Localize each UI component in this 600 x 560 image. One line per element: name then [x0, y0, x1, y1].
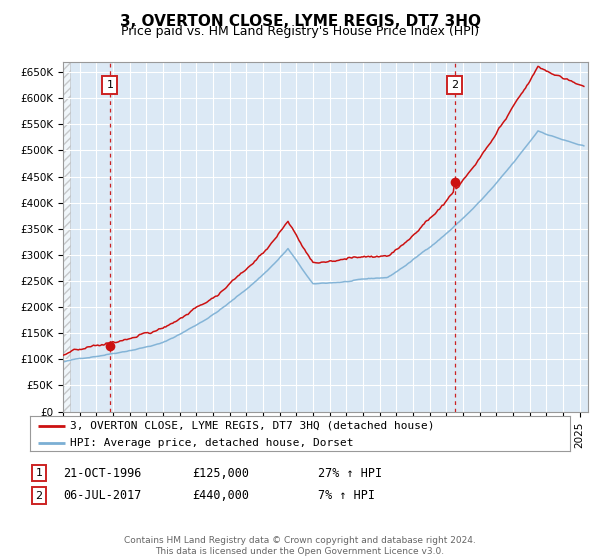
Text: 7% ↑ HPI: 7% ↑ HPI — [318, 489, 375, 502]
Text: 06-JUL-2017: 06-JUL-2017 — [63, 489, 142, 502]
Bar — [63, 62, 70, 412]
Text: 3, OVERTON CLOSE, LYME REGIS, DT7 3HQ: 3, OVERTON CLOSE, LYME REGIS, DT7 3HQ — [119, 14, 481, 29]
Text: 2: 2 — [451, 80, 458, 90]
Text: Price paid vs. HM Land Registry's House Price Index (HPI): Price paid vs. HM Land Registry's House … — [121, 25, 479, 38]
Text: 21-OCT-1996: 21-OCT-1996 — [63, 466, 142, 480]
Text: 27% ↑ HPI: 27% ↑ HPI — [318, 466, 382, 480]
Text: £125,000: £125,000 — [192, 466, 249, 480]
Text: 1: 1 — [106, 80, 113, 90]
Text: £440,000: £440,000 — [192, 489, 249, 502]
Text: 2: 2 — [35, 491, 43, 501]
Text: HPI: Average price, detached house, Dorset: HPI: Average price, detached house, Dors… — [71, 438, 354, 448]
Text: 3, OVERTON CLOSE, LYME REGIS, DT7 3HQ (detached house): 3, OVERTON CLOSE, LYME REGIS, DT7 3HQ (d… — [71, 421, 435, 431]
Text: 1: 1 — [35, 468, 43, 478]
Text: Contains HM Land Registry data © Crown copyright and database right 2024.
This d: Contains HM Land Registry data © Crown c… — [124, 536, 476, 556]
